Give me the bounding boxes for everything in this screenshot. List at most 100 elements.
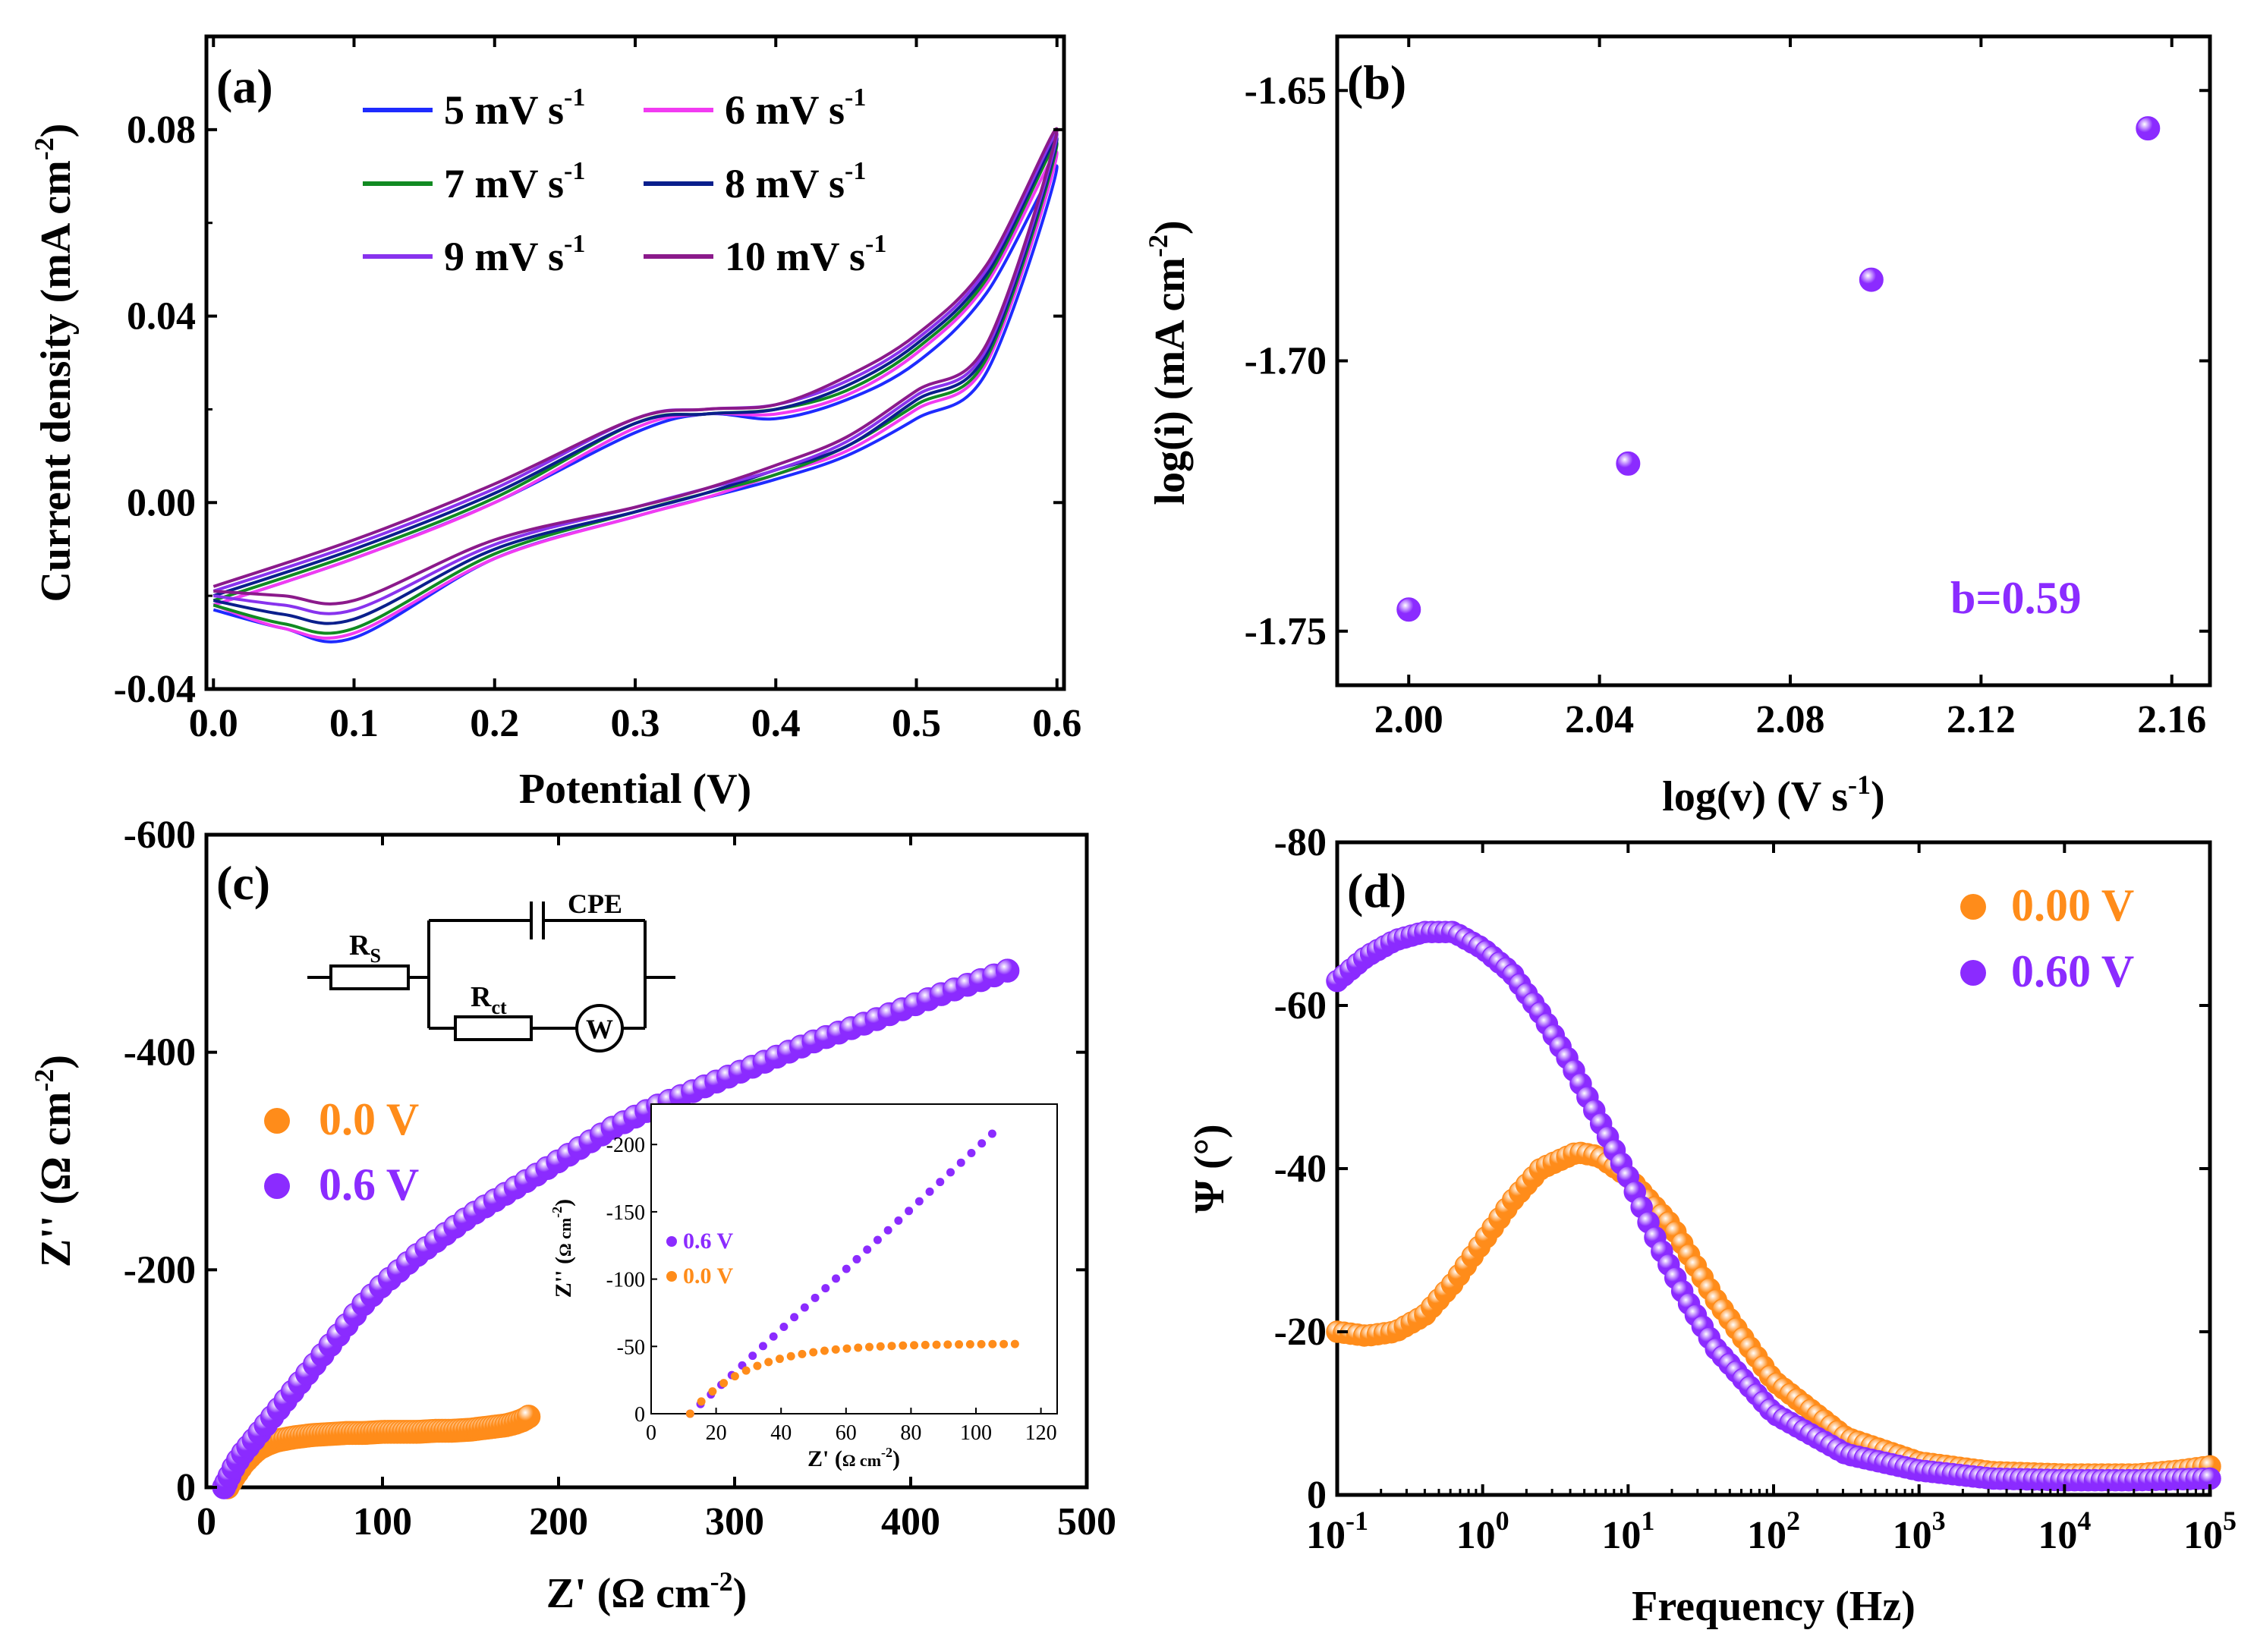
legend-rate-5: 5 bbox=[444, 87, 464, 133]
inset-legend-label-1: 0.0 V bbox=[683, 1263, 733, 1289]
legend-label-8: 8 mV s-1 bbox=[725, 157, 866, 206]
b-xtick-label-0: 2.00 bbox=[1374, 698, 1443, 741]
b-ytick-label-2: -1.65 bbox=[1245, 69, 1327, 112]
inset-xlabel-unit: Ω cm bbox=[842, 1451, 881, 1470]
panel-c-ylabel-main: Z'' (Ω cm bbox=[33, 1092, 80, 1267]
circuit-rct-letter: R bbox=[471, 981, 492, 1013]
inset-point-0-16 bbox=[864, 1342, 874, 1351]
a-ytick-label-3: 0.08 bbox=[127, 109, 196, 152]
b-annotation: b=0.59 bbox=[1950, 573, 2082, 623]
d-ytick-label-2: -40 bbox=[1274, 1147, 1327, 1191]
c-legend-marker-0 bbox=[264, 1108, 290, 1134]
inset-point-0-14 bbox=[842, 1344, 851, 1353]
c-legend-marker-1 bbox=[264, 1173, 290, 1199]
panel-b-xlabel-close: ) bbox=[1871, 773, 1885, 820]
inset-points bbox=[685, 1129, 1019, 1418]
d-xtick-base-1: 10 bbox=[1456, 1514, 1496, 1557]
legend-unit-10: mV s bbox=[776, 234, 866, 279]
b-point-3 bbox=[2136, 116, 2161, 141]
d-xtick-exp-4: 3 bbox=[1932, 1506, 1946, 1536]
legend-rate-6: 6 bbox=[725, 87, 745, 133]
inset-point-0-6 bbox=[753, 1361, 762, 1370]
inset-point-1-20 bbox=[894, 1216, 903, 1226]
inset-point-1-9 bbox=[779, 1322, 789, 1331]
c-xtick-label-4: 400 bbox=[881, 1500, 940, 1543]
d-ytick-label-3: -60 bbox=[1274, 984, 1327, 1027]
panel-b-ticks: 2.00 2.04 2.08 2.12 2.16 -1.75 -1.70 -1.65 bbox=[1245, 36, 2210, 741]
inset-point-1-14 bbox=[832, 1274, 841, 1283]
inset-point-0-19 bbox=[899, 1341, 908, 1350]
inset-point-0-27 bbox=[988, 1339, 997, 1348]
panel-c-xlabel: Z' (Ω cm-2) bbox=[546, 1566, 748, 1617]
panel-a-ylabel-close: ) bbox=[33, 124, 80, 138]
inset-point-0-28 bbox=[999, 1339, 1009, 1348]
b-point-1 bbox=[1616, 451, 1641, 476]
inset-point-1-10 bbox=[790, 1313, 799, 1322]
inset-point-1-28 bbox=[977, 1139, 987, 1148]
inset-point-0-7 bbox=[764, 1358, 773, 1367]
panel-c-points bbox=[212, 958, 1020, 1499]
d-xtick-exp-1: 0 bbox=[1496, 1506, 1509, 1536]
legend-label-7: 7 mV s-1 bbox=[444, 157, 585, 206]
c-legend-label-1: 0.6 V bbox=[319, 1160, 419, 1210]
inset-point-1-23 bbox=[925, 1187, 934, 1196]
inset-xtick-label-3: 60 bbox=[836, 1421, 857, 1445]
a-xtick-label-2: 0.2 bbox=[470, 702, 519, 745]
inset-xtick-label-4: 80 bbox=[900, 1421, 921, 1445]
inset-point-0-22 bbox=[932, 1340, 941, 1349]
d-legend-label-1: 0.60 V bbox=[2011, 946, 2134, 996]
inset-point-1-16 bbox=[852, 1254, 861, 1263]
inset-legend-marker-0 bbox=[666, 1236, 677, 1247]
cv-curve-10 bbox=[212, 127, 1059, 606]
c-xtick-label-1: 100 bbox=[353, 1500, 412, 1543]
inset-ylabel-sup: -2 bbox=[549, 1207, 565, 1218]
d-xtick-base-2: 10 bbox=[1601, 1514, 1641, 1557]
panel-a-legend: 5 mV s-1 6 mV s-1 7 mV s-1 8 mV s-1 9 mV… bbox=[363, 83, 886, 279]
panel-b-xlabel-sup: -1 bbox=[1848, 769, 1871, 800]
inset-point-0-20 bbox=[910, 1341, 919, 1350]
legend-sup-8: -1 bbox=[845, 157, 866, 185]
circuit-w-label: W bbox=[586, 1014, 613, 1044]
legend-unit-7: mV s bbox=[475, 161, 565, 206]
inset-point-0-25 bbox=[965, 1340, 974, 1349]
circuit-rct bbox=[454, 1015, 533, 1041]
panel-b-ylabel-main: log(i) (mA cm bbox=[1147, 257, 1194, 505]
circuit-rs-sub: S bbox=[370, 945, 380, 967]
inset-point-1-6 bbox=[748, 1351, 757, 1361]
panel-c-xlabel-close: ) bbox=[733, 1570, 748, 1617]
d-xtick-label-1: 100 bbox=[1456, 1506, 1509, 1557]
legend-label-9: 9 mV s-1 bbox=[444, 230, 585, 279]
inset-ytick-label-0: 0 bbox=[634, 1403, 645, 1427]
panel-d-ylabel: Ψ (°) bbox=[1186, 1124, 1233, 1213]
inset-point-0-5 bbox=[741, 1366, 751, 1375]
a-xtick-label-3: 0.3 bbox=[611, 702, 660, 745]
inset-xtick-label-0: 0 bbox=[646, 1421, 656, 1445]
d-xtick-base-6: 10 bbox=[2183, 1514, 2223, 1557]
d-xtick-label-5: 104 bbox=[2038, 1506, 2091, 1557]
inset-ylabel-main: Z'' ( bbox=[551, 1257, 576, 1298]
d-xtick-exp-5: 4 bbox=[2077, 1506, 2091, 1536]
circuit-rct-sub: ct bbox=[491, 996, 507, 1018]
inset-xlabel-main: Z' ( bbox=[807, 1446, 842, 1471]
inset-xtick-label-6: 120 bbox=[1025, 1421, 1057, 1445]
c-ytick-label-1: -200 bbox=[124, 1248, 196, 1292]
legend-unit-5: mV s bbox=[475, 87, 565, 133]
inset-ylabel-close: ) bbox=[551, 1199, 576, 1207]
inset-point-0-18 bbox=[887, 1342, 896, 1351]
inset-point-0-13 bbox=[831, 1345, 840, 1354]
inset-point-1-7 bbox=[758, 1342, 767, 1351]
b-xtick-label-4: 2.16 bbox=[2137, 698, 2206, 741]
inset-point-1-11 bbox=[800, 1303, 809, 1312]
panel-b-ylabel: log(i) (mA cm-2) bbox=[1143, 220, 1194, 505]
inset-point-1-24 bbox=[936, 1178, 945, 1187]
panel-b-ylabel-sup: -2 bbox=[1143, 234, 1173, 257]
c-xtick-label-0: 0 bbox=[197, 1500, 216, 1543]
inset-point-1-13 bbox=[821, 1284, 830, 1293]
d-xtick-exp-3: 2 bbox=[1786, 1506, 1800, 1536]
d-xtick-exp-0: -1 bbox=[1346, 1506, 1368, 1536]
legend-sup-10: -1 bbox=[865, 230, 886, 258]
legend-rate-7: 7 bbox=[444, 161, 464, 206]
panel-c-xlabel-sup: -2 bbox=[710, 1566, 733, 1597]
inset-point-0-9 bbox=[786, 1351, 795, 1361]
